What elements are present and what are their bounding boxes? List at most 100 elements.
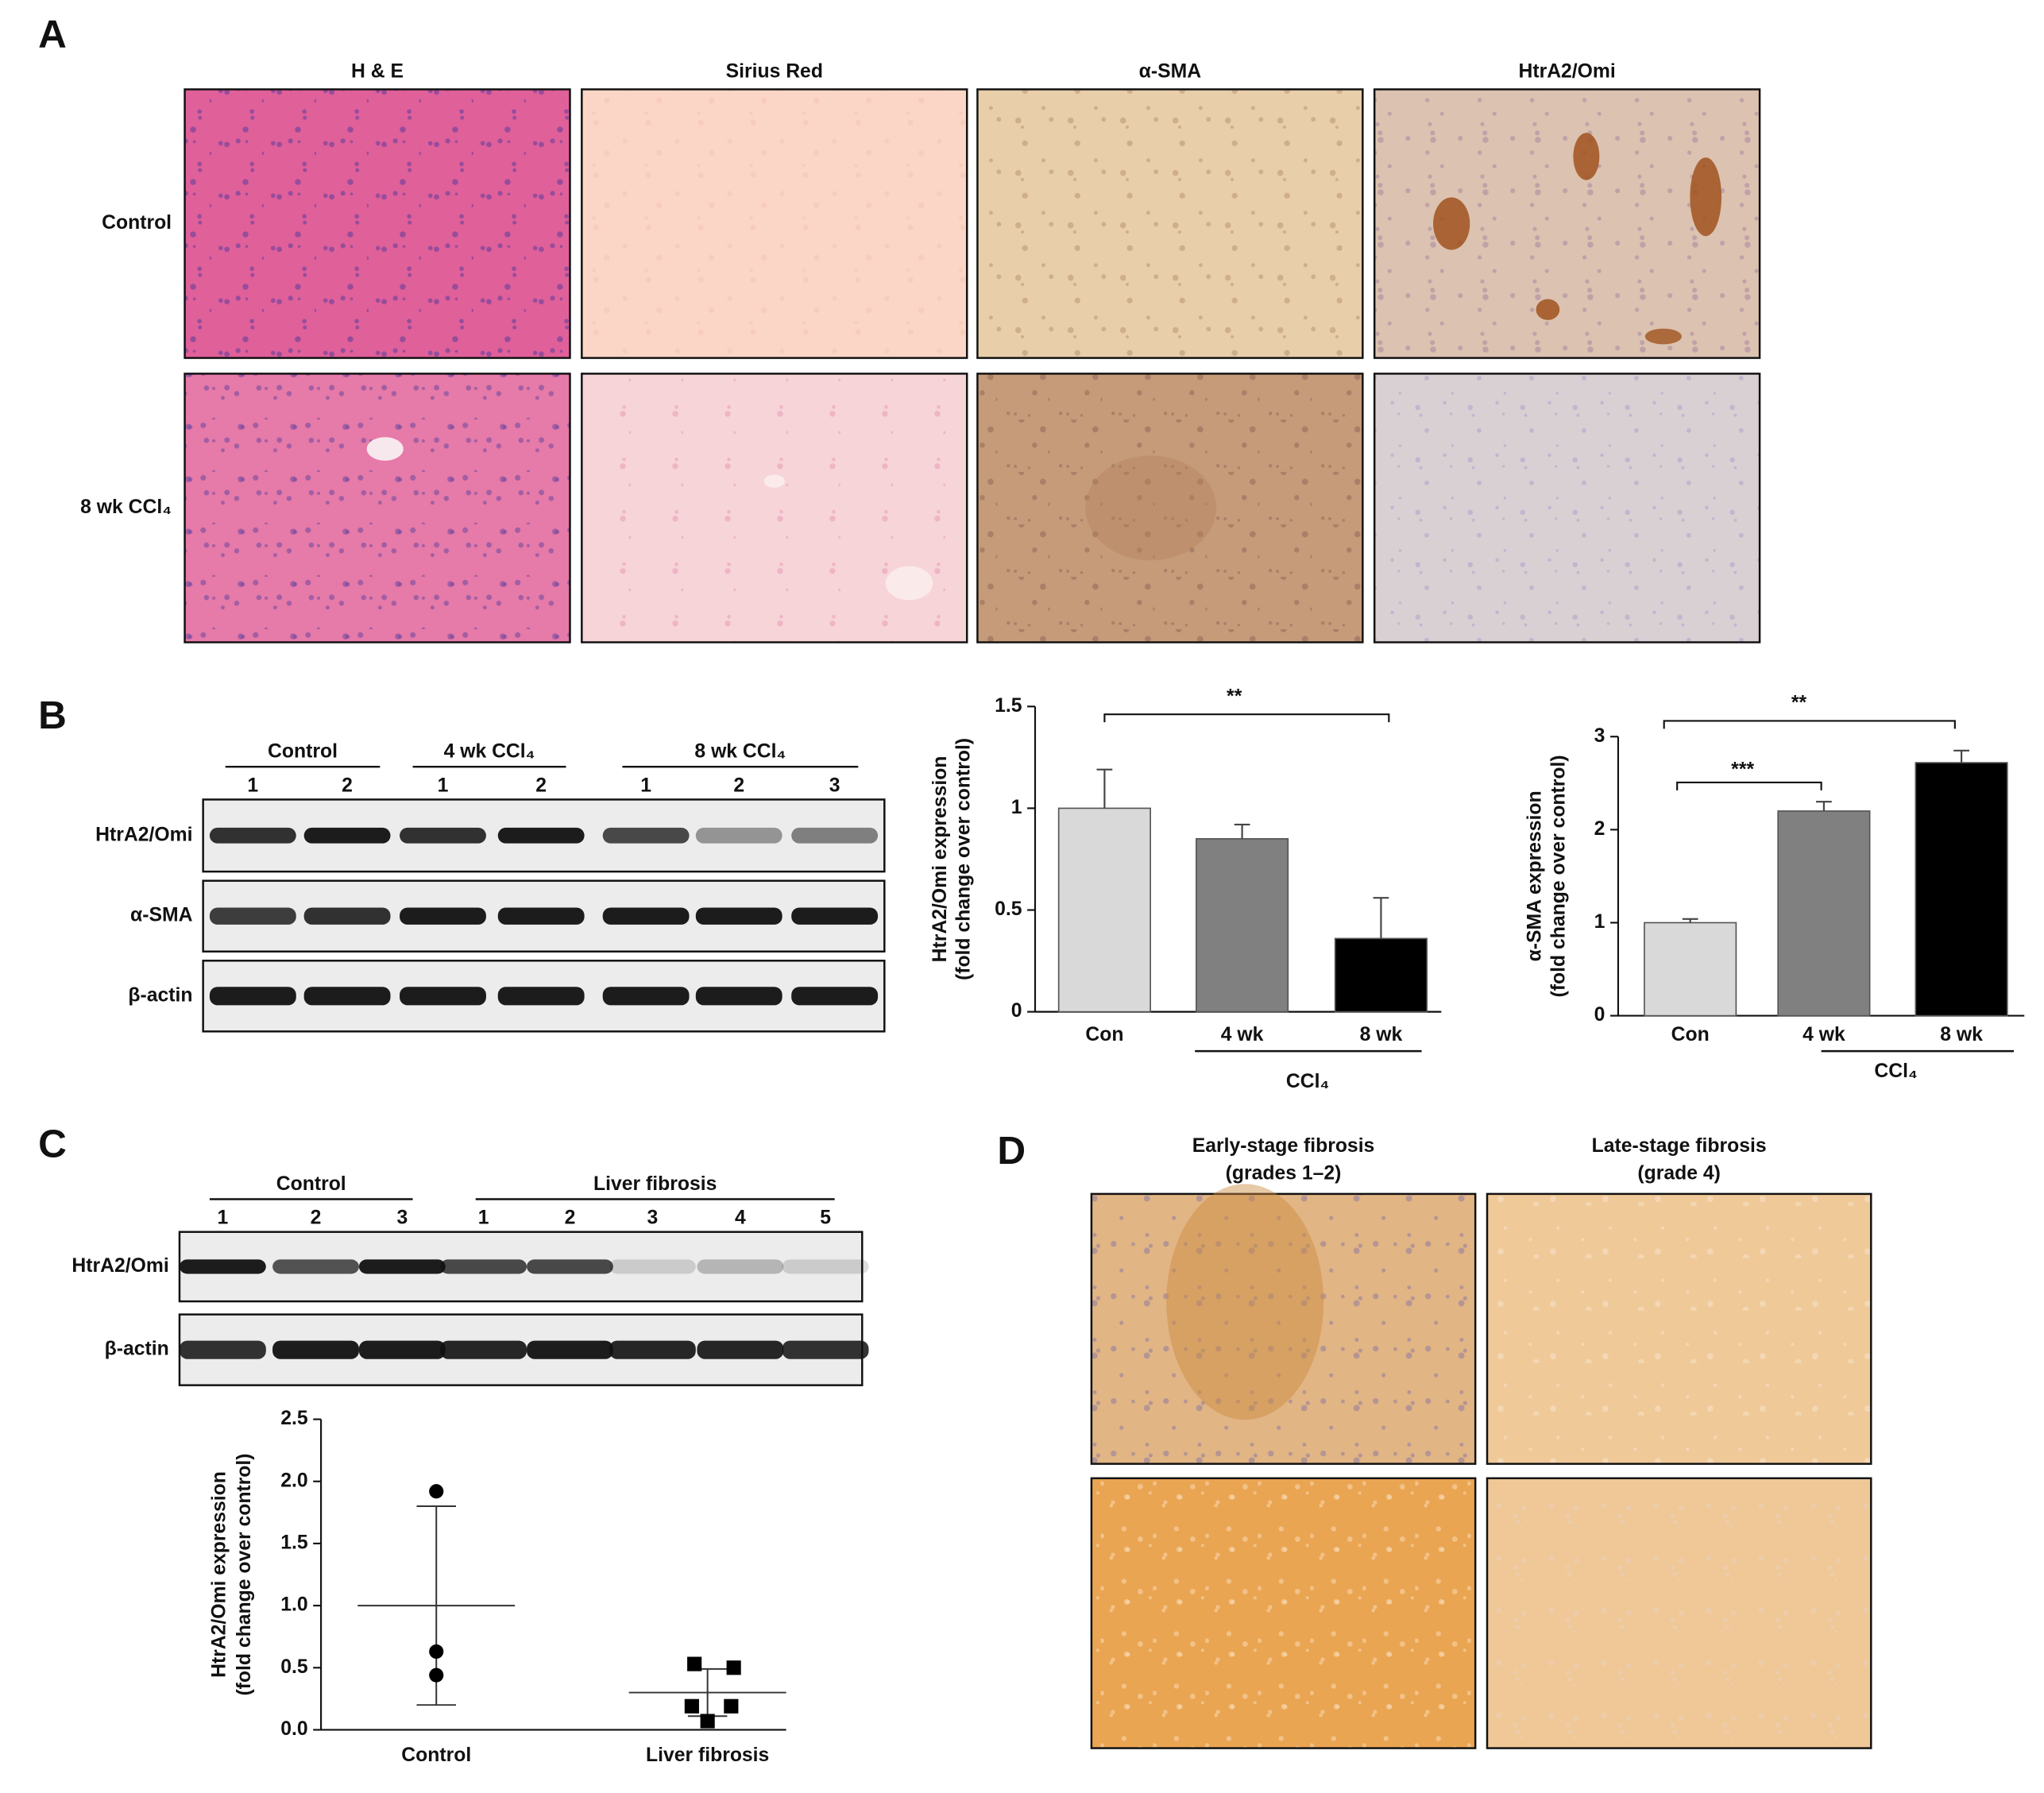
blot-band <box>209 907 296 925</box>
column-label: α-SMA <box>1139 61 1202 83</box>
blot-band <box>179 1259 266 1274</box>
blot-band <box>695 987 782 1006</box>
data-point <box>429 1484 444 1499</box>
blot-band <box>209 987 296 1006</box>
micrograph <box>1090 1192 1477 1465</box>
lane-number: 2 <box>535 775 547 796</box>
column-title: Late-stage fibrosis <box>1592 1135 1767 1157</box>
significance-label: *** <box>1731 759 1754 781</box>
significance-bracket <box>1103 713 1390 723</box>
lane-number: 3 <box>829 775 840 796</box>
blot-band <box>400 987 486 1006</box>
blot-band <box>400 907 486 925</box>
blot-group-label: Control <box>276 1173 346 1195</box>
y-tick-label: 0.0 <box>280 1718 307 1740</box>
x-tick-label: 8 wk <box>1360 1024 1403 1045</box>
lane-number: 1 <box>247 775 258 796</box>
blot-band <box>440 1340 527 1359</box>
y-tick-label: 2.0 <box>280 1470 307 1491</box>
row-label: Control <box>102 212 172 234</box>
blot-row-label: HtrA2/Omi <box>95 824 192 845</box>
blot-band <box>791 987 879 1006</box>
stain <box>763 474 785 488</box>
bar <box>1915 762 2008 1017</box>
blot-row-label: β-actin <box>128 984 192 1006</box>
lane-number: 2 <box>733 775 744 796</box>
blot-band <box>358 1340 446 1359</box>
lane-number: 1 <box>218 1208 229 1229</box>
column-label: Sirius Red <box>726 61 823 83</box>
blot-band <box>497 987 585 1006</box>
lane-number: 5 <box>820 1208 831 1229</box>
stain <box>1536 299 1560 320</box>
blot-band <box>791 907 879 925</box>
blot-band <box>303 907 391 925</box>
significance-bracket <box>1663 720 1956 729</box>
stain <box>1573 133 1600 180</box>
x-tick-label: 4 wk <box>1803 1024 1845 1045</box>
blot-band <box>697 1340 784 1359</box>
micrograph <box>1373 373 1761 643</box>
lane-number: 2 <box>565 1208 576 1229</box>
y-tick-label: 0.5 <box>995 898 1022 920</box>
data-point <box>700 1714 715 1729</box>
y-tick-label: 1 <box>1011 797 1022 818</box>
y-axis-label: (fold change over control) <box>952 738 974 980</box>
x-tick-label: 4 wk <box>1221 1024 1264 1045</box>
y-tick-label: 2.5 <box>280 1408 308 1429</box>
x-tick-label: Con <box>1085 1024 1123 1045</box>
lane-number: 2 <box>311 1208 322 1229</box>
blot-band <box>609 1259 696 1274</box>
blot-band <box>497 907 585 925</box>
group-label: CCl₄ <box>1286 1071 1329 1092</box>
panel-letter: A <box>38 13 67 56</box>
panel-letter: D <box>997 1129 1026 1173</box>
column-title: Early-stage fibrosis <box>1192 1135 1375 1157</box>
bar <box>1196 838 1289 1013</box>
blot-band <box>791 827 879 844</box>
y-tick-label: 3 <box>1594 725 1605 747</box>
y-axis-label: (fold change over control) <box>234 1453 255 1695</box>
y-tick-label: 2 <box>1594 818 1605 840</box>
blot-group-label: 4 wk CCl₄ <box>444 741 535 763</box>
y-tick-label: 1.5 <box>280 1532 308 1553</box>
column-label: HtrA2/Omi <box>1518 61 1615 83</box>
stain <box>366 437 404 461</box>
blot-band <box>303 987 391 1006</box>
lane-number: 2 <box>342 775 353 796</box>
blot-band <box>527 1259 613 1274</box>
micrograph <box>1486 1192 1872 1465</box>
micrograph <box>184 373 571 643</box>
blot-band <box>602 827 690 844</box>
blot-band <box>527 1340 613 1359</box>
micrograph <box>976 373 1364 643</box>
column-label: H & E <box>351 61 404 83</box>
stain <box>1166 1184 1324 1420</box>
panel-letter: C <box>38 1123 67 1166</box>
significance-label: ** <box>1791 693 1807 714</box>
blot-group-label: Control <box>268 741 338 763</box>
blot-band <box>602 907 690 925</box>
data-point <box>687 1656 702 1671</box>
blot-row-label: α-SMA <box>130 905 193 926</box>
bar <box>1644 922 1737 1017</box>
lane-number: 1 <box>640 775 651 796</box>
micrograph <box>581 88 968 359</box>
bar <box>1057 807 1151 1013</box>
panel-letter: B <box>38 694 67 737</box>
stain <box>1085 455 1217 561</box>
group-label: CCl₄ <box>1874 1061 1917 1082</box>
lane-number: 1 <box>438 775 449 796</box>
x-tick-label: Liver fibrosis <box>646 1745 769 1766</box>
blot-band <box>400 827 486 844</box>
error-bar <box>1953 749 1969 763</box>
blot-band <box>272 1340 359 1359</box>
y-tick-label: 1 <box>1594 911 1605 933</box>
x-tick-label: Con <box>1671 1024 1710 1045</box>
blot-band <box>695 827 782 844</box>
blot-band <box>782 1259 869 1274</box>
error-bar <box>1682 918 1698 923</box>
y-tick-label: 0 <box>1594 1004 1605 1026</box>
